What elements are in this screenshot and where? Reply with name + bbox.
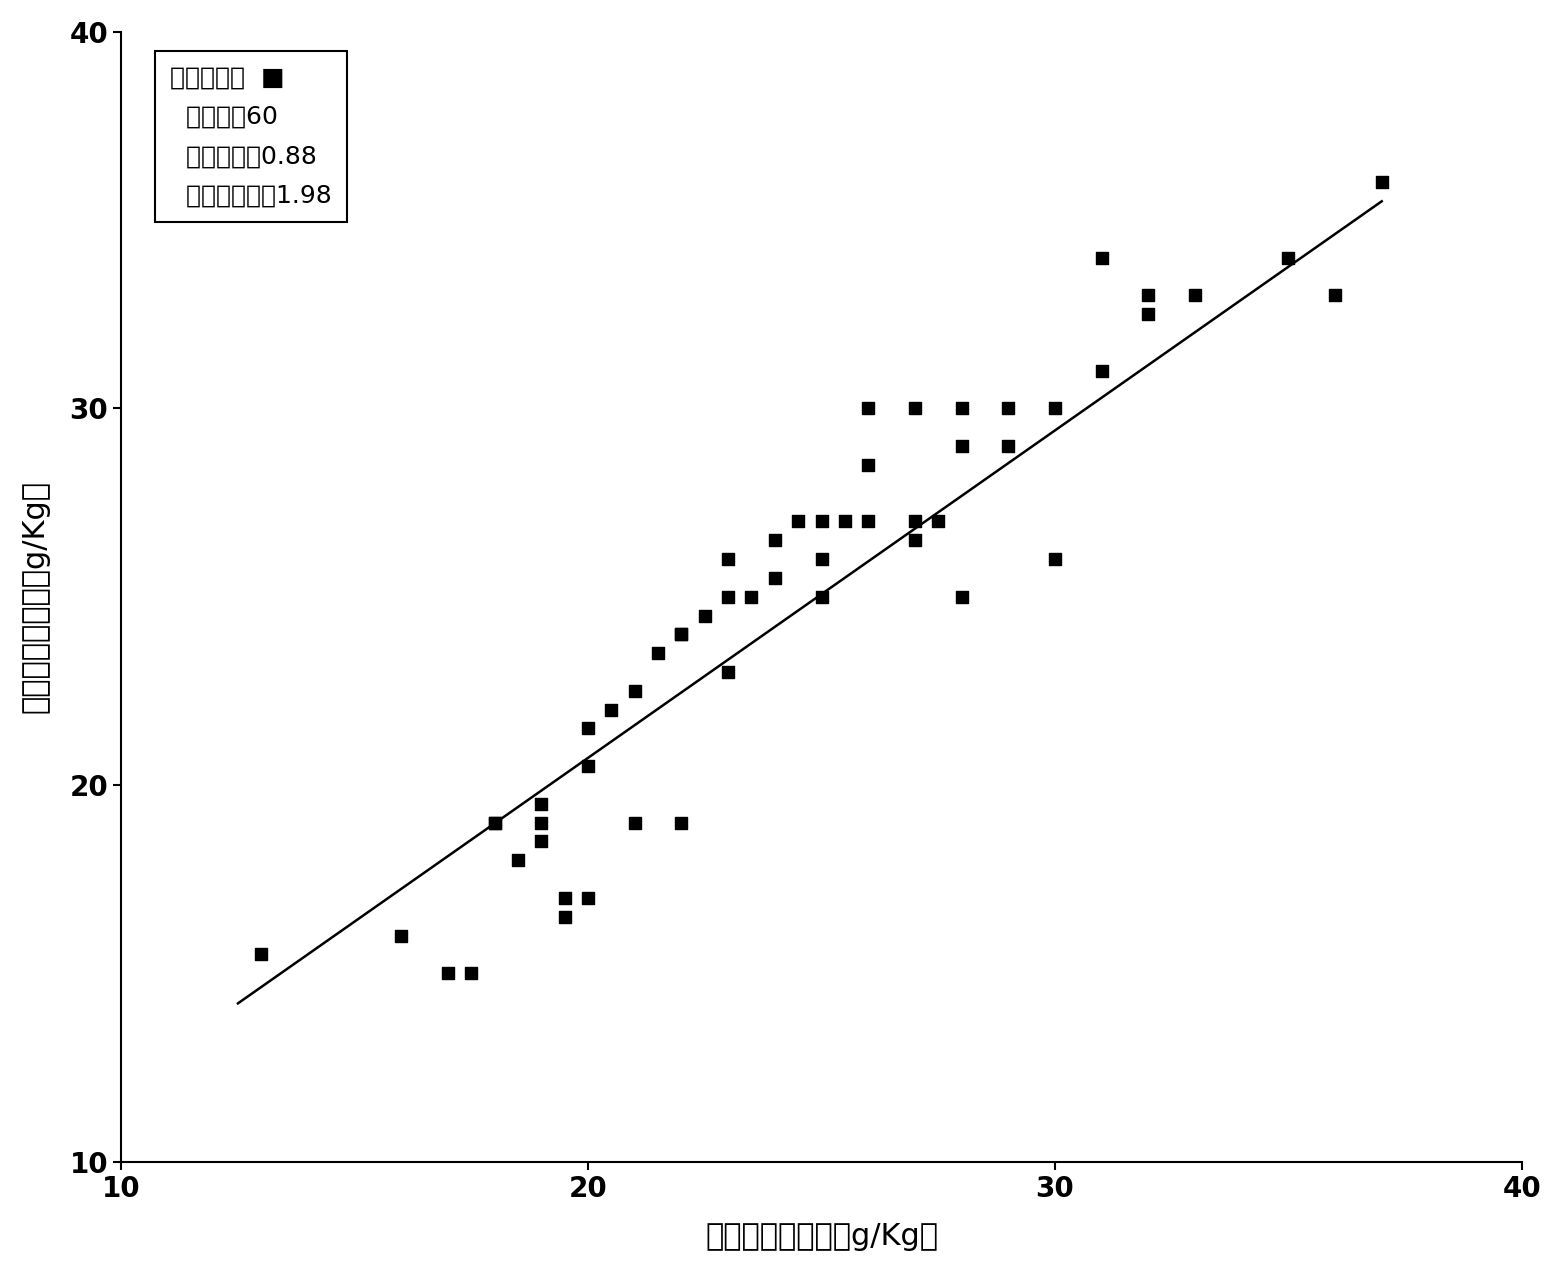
Point — [856, 511, 881, 532]
Point — [1136, 285, 1161, 305]
Point — [1089, 360, 1114, 380]
Text: 建模样本：  ■
  样本数：60
  决定系数：0.88
  均方根误差：1.98: 建模样本： ■ 样本数：60 决定系数：0.88 均方根误差：1.98 — [170, 66, 333, 207]
Point — [762, 567, 787, 588]
Point — [809, 586, 834, 607]
Point — [786, 511, 811, 532]
Point — [1370, 172, 1395, 192]
Point — [856, 398, 881, 418]
Point — [903, 398, 928, 418]
Point — [809, 548, 834, 569]
Point — [1276, 248, 1301, 268]
Point — [389, 926, 414, 946]
X-axis label: 实际有机质含量（g/Kg）: 实际有机质含量（g/Kg） — [704, 1222, 939, 1252]
Point — [692, 605, 717, 626]
Point — [575, 719, 600, 739]
Point — [715, 661, 740, 682]
Point — [903, 530, 928, 551]
Point — [715, 548, 740, 569]
Point — [739, 586, 764, 607]
Point — [950, 586, 975, 607]
Point — [459, 963, 484, 983]
Point — [598, 700, 623, 720]
Point — [669, 625, 694, 645]
Point — [506, 850, 531, 870]
Point — [645, 642, 670, 663]
Point — [995, 398, 1020, 418]
Point — [483, 813, 508, 833]
Y-axis label: 检测有机质含量（g/Kg）: 检测有机质含量（g/Kg） — [20, 481, 50, 714]
Point — [995, 436, 1020, 457]
Point — [856, 454, 881, 474]
Point — [1323, 285, 1348, 305]
Point — [622, 681, 647, 701]
Point — [553, 907, 578, 927]
Point — [575, 756, 600, 776]
Point — [1089, 248, 1114, 268]
Point — [1042, 548, 1067, 569]
Point — [715, 586, 740, 607]
Point — [622, 813, 647, 833]
Point — [950, 436, 975, 457]
Point — [483, 813, 508, 833]
Point — [1182, 285, 1207, 305]
Point — [762, 530, 787, 551]
Point — [669, 813, 694, 833]
Point — [833, 511, 858, 532]
Point — [1042, 398, 1067, 418]
Point — [950, 398, 975, 418]
Point — [669, 625, 694, 645]
Point — [553, 888, 578, 908]
Point — [530, 832, 555, 852]
Point — [248, 944, 273, 964]
Point — [530, 813, 555, 833]
Point — [530, 794, 555, 814]
Point — [903, 511, 928, 532]
Point — [1136, 304, 1161, 324]
Point — [575, 888, 600, 908]
Point — [809, 511, 834, 532]
Point — [436, 963, 461, 983]
Point — [926, 511, 951, 532]
